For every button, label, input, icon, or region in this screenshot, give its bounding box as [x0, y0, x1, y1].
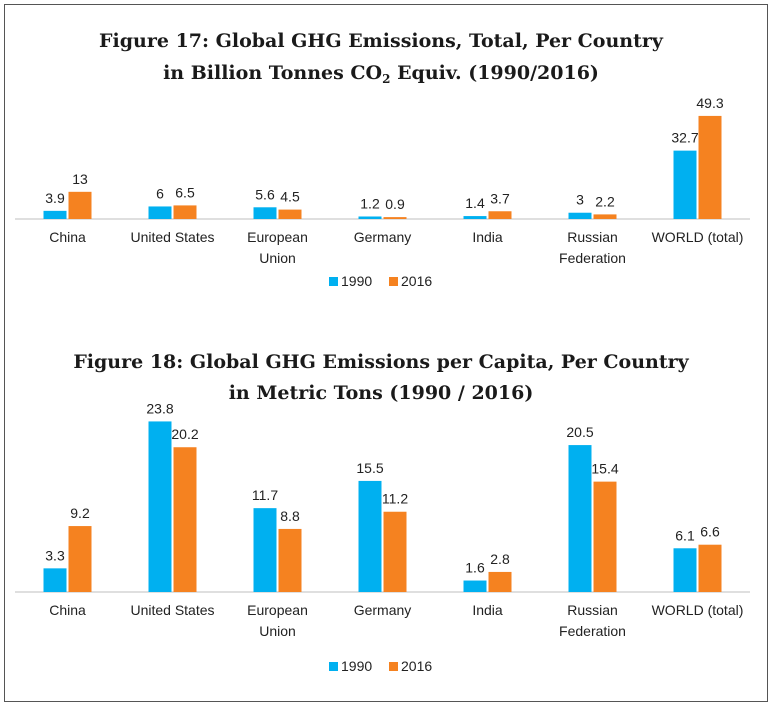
- chart1-data-label-1990-4: 1.4: [465, 195, 485, 211]
- chart1-data-label-2016-6: 49.3: [696, 95, 723, 111]
- chart1-category-label-5: Russian: [567, 229, 618, 245]
- chart2-data-label-2016-0: 9.2: [70, 505, 90, 521]
- chart2-title-line2: in Metric Tons (1990 / 2016): [229, 382, 534, 404]
- chart2-data-label-2016-4: 2.8: [490, 551, 510, 567]
- chart2-bar-1990-3: [358, 480, 382, 592]
- chart2-bar-2016-4: [488, 571, 512, 592]
- chart1-data-label-1990-3: 1.2: [360, 195, 380, 211]
- chart2-data-label-1990-3: 15.5: [356, 460, 383, 476]
- chart2-category-label-2-line2: Union: [259, 623, 296, 639]
- chart2-category-label-2: European: [247, 602, 308, 618]
- chart1-category-label-5-line2: Federation: [559, 250, 626, 266]
- chart2-data-label-2016-6: 6.6: [700, 524, 720, 540]
- chart2-data-label-1990-1: 23.8: [146, 400, 173, 416]
- chart2-bar-2016-0: [68, 526, 92, 592]
- chart2-bar-1990-6: [673, 548, 697, 592]
- chart1-data-label-2016-4: 3.7: [490, 190, 510, 206]
- chart1-bar-2016-0: [68, 191, 92, 219]
- chart1-data-label-1990-6: 32.7: [671, 130, 698, 146]
- chart2-bar-2016-2: [278, 528, 302, 592]
- chart2-bar-2016-3: [383, 511, 407, 592]
- chart2-legend-swatch-1990: [329, 662, 338, 671]
- chart2-bar-2016-1: [173, 447, 197, 592]
- chart2-category-label-6: WORLD (total): [652, 602, 744, 618]
- chart2-category-label-1: United States: [130, 602, 214, 618]
- chart1-bar-1990-4: [463, 216, 487, 219]
- chart1-title-line2: in Billion Tonnes CO2 Equiv. (1990/2016): [163, 62, 599, 86]
- chart2-bar-1990-4: [463, 580, 487, 592]
- chart2-data-label-1990-5: 20.5: [566, 424, 593, 440]
- chart2-data-label-2016-5: 15.4: [591, 461, 618, 477]
- chart1-title-line2-pre: in Billion Tonnes CO: [163, 62, 382, 84]
- chart1-data-label-2016-5: 2.2: [595, 193, 615, 209]
- chart1-bar-1990-1: [148, 206, 172, 219]
- chart1-data-label-2016-0: 13: [72, 171, 88, 187]
- chart1-plot: 3.9 13 China 6 6.5 United States 5.6 4.5 Europea…: [15, 95, 750, 289]
- chart2-category-label-5: Russian: [567, 602, 618, 618]
- chart1-legend-swatch-2016: [389, 277, 398, 286]
- chart1-data-label-1990-0: 3.9: [45, 190, 65, 206]
- chart1-data-label-2016-3: 0.9: [385, 196, 405, 212]
- chart2-data-label-1990-6: 6.1: [675, 527, 695, 543]
- chart2-category-label-0: China: [49, 602, 86, 618]
- chart1-category-label-3: Germany: [354, 229, 412, 245]
- chart1-bar-1990-2: [253, 207, 277, 219]
- chart2-data-label-1990-0: 3.3: [45, 547, 65, 563]
- chart1-data-label-2016-2: 4.5: [280, 189, 300, 205]
- chart1-bar-1990-6: [673, 150, 697, 219]
- chart1-data-label-1990-1: 6: [156, 185, 164, 201]
- chart2-bar-1990-5: [568, 445, 592, 592]
- chart2-bar-2016-6: [698, 544, 722, 592]
- chart2-bar-1990-1: [148, 421, 172, 592]
- chart1-legend-swatch-1990: [329, 277, 338, 286]
- chart2-legend-label-2016: 2016: [401, 658, 432, 674]
- chart1-title-line2-post: Equiv. (1990/2016): [390, 62, 598, 84]
- chart2-category-label-3: Germany: [354, 602, 412, 618]
- chart2-bar-1990-2: [253, 508, 277, 592]
- chart2-data-label-2016-2: 8.8: [280, 508, 300, 524]
- chart2-bar-2016-5: [593, 481, 617, 592]
- chart1-legend-label-2016: 2016: [401, 273, 432, 289]
- chart1-category-label-2-line2: Union: [259, 250, 296, 266]
- chart1-data-label-1990-2: 5.6: [255, 186, 275, 202]
- chart2-data-label-1990-2: 11.7: [252, 487, 278, 503]
- chart2-title-line1: Figure 18: Global GHG Emissions per Capi…: [73, 351, 689, 373]
- chart1-category-label-4: India: [472, 229, 503, 245]
- chart1-bar-1990-0: [43, 210, 67, 219]
- chart1-bar-1990-3: [358, 216, 382, 219]
- chart1-bar-2016-5: [593, 214, 617, 219]
- chart1-category-label-2: European: [247, 229, 308, 245]
- chart1-category-label-6: WORLD (total): [652, 229, 744, 245]
- chart1-category-label-0: China: [49, 229, 86, 245]
- chart2-legend-swatch-2016: [389, 662, 398, 671]
- chart2-data-label-2016-1: 20.2: [171, 426, 198, 442]
- chart2-category-label-4: India: [472, 602, 503, 618]
- chart2-data-label-2016-3: 11.2: [382, 491, 408, 507]
- chart1-data-label-2016-1: 6.5: [175, 184, 195, 200]
- chart1-title-line1: Figure 17: Global GHG Emissions, Total, …: [99, 30, 664, 52]
- chart1-bar-2016-2: [278, 209, 302, 219]
- chart1-bar-2016-6: [698, 115, 722, 219]
- chart2-bar-1990-0: [43, 568, 67, 592]
- chart1-legend-label-1990: 1990: [341, 273, 372, 289]
- chart1-bar-2016-4: [488, 211, 512, 219]
- chart1-bar-2016-1: [173, 205, 197, 219]
- chart1-bar-1990-5: [568, 212, 592, 219]
- chart2-legend-label-1990: 1990: [341, 658, 372, 674]
- chart2-category-label-5-line2: Federation: [559, 623, 626, 639]
- chart1-data-label-1990-5: 3: [576, 192, 584, 208]
- chart1-category-label-1: United States: [130, 229, 214, 245]
- chart2-data-label-1990-4: 1.6: [465, 560, 485, 576]
- chart1-bar-2016-3: [383, 217, 407, 219]
- chart1-title-line2-sub: 2: [382, 72, 390, 86]
- chart2-plot: 3.3 9.2 China 23.8 20.2 United States 11.78.8 E…: [15, 400, 750, 674]
